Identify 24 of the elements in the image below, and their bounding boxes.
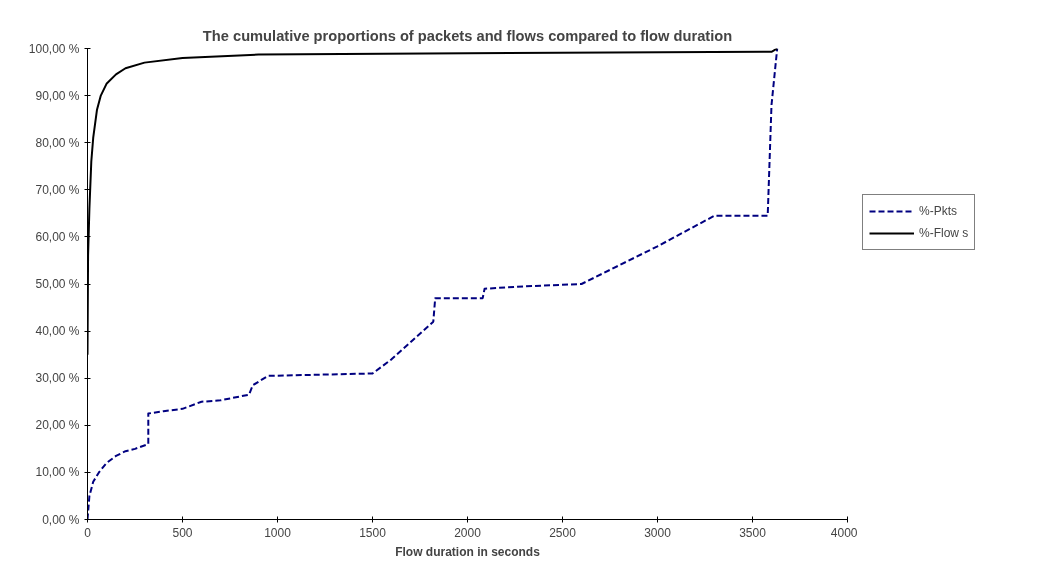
y-tick-label: 0,00 % — [42, 512, 80, 527]
x-tick-label: 1000 — [264, 525, 292, 540]
y-tick-label: 60,00 % — [35, 229, 80, 244]
x-tick-label: 2500 — [549, 525, 577, 540]
y-tick-label: 50,00 % — [35, 277, 80, 291]
chart-title: The cumulative proportions of packets and flows compared to flow duration — [202, 27, 733, 44]
y-tick-label: 30,00 % — [35, 371, 80, 386]
legend-label: %-Flow s — [919, 226, 969, 240]
y-tick-label: 10,00 % — [35, 465, 80, 480]
x-tick-label: 1500 — [359, 525, 387, 540]
x-tick-label: 3000 — [644, 525, 672, 540]
y-tick-label: 40,00 % — [35, 324, 80, 339]
y-tick-label: 80,00 % — [35, 135, 80, 150]
y-tick-label: 70,00 % — [35, 182, 80, 197]
y-tick-label: 90,00 % — [35, 88, 80, 103]
x-tick-label: 500 — [172, 525, 193, 540]
legend-label: %-Pkts — [919, 204, 958, 218]
x-tick-label: 3500 — [739, 525, 767, 540]
y-tick-label: 100,00 % — [28, 41, 80, 56]
x-tick-label: 2000 — [454, 525, 482, 540]
y-tick-label: 20,00 % — [35, 418, 80, 433]
x-axis-title: Flow duration in seconds — [395, 544, 541, 559]
x-tick-label: 4000 — [830, 525, 858, 540]
x-tick-label: 0 — [84, 525, 92, 540]
